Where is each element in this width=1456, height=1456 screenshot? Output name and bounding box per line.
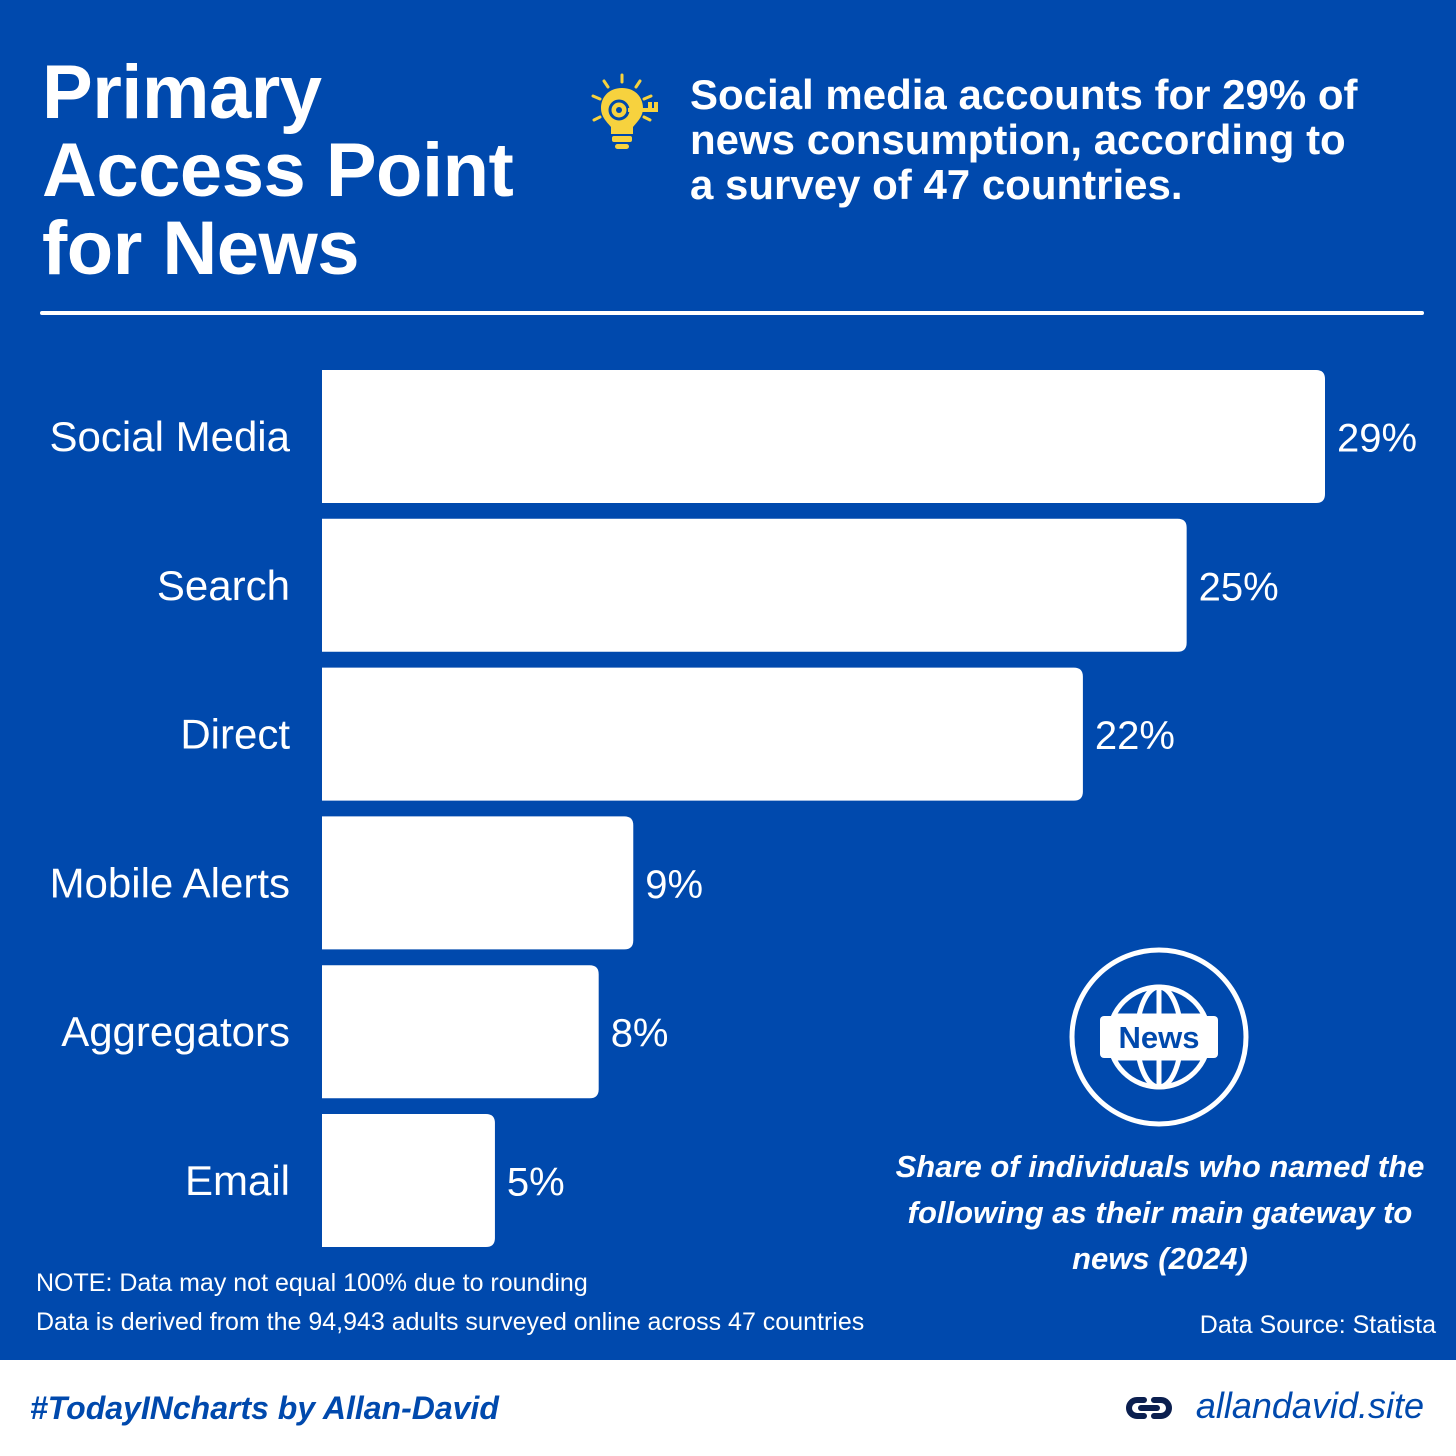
headline-line: news consumption, according to	[690, 116, 1346, 163]
value-label: 29%	[1337, 417, 1417, 461]
category-label: Search	[157, 562, 290, 609]
footer-hashtag: #TodayINcharts by Allan-David	[30, 1390, 499, 1426]
survey-note: Data is derived from the 94,943 adults s…	[36, 1308, 865, 1336]
title-line: for News	[42, 206, 359, 291]
bar	[322, 667, 1083, 801]
title-line: Primary	[42, 50, 322, 135]
headline: Social media accounts for 29% of news co…	[690, 72, 1430, 207]
bar	[322, 965, 599, 1099]
bar	[322, 518, 1187, 652]
value-label: 9%	[645, 863, 703, 907]
value-label: 8%	[611, 1012, 669, 1056]
headline-line: Social media accounts for 29% of	[690, 71, 1358, 118]
rounding-note: NOTE: Data may not equal 100% due to rou…	[36, 1269, 588, 1297]
category-label: Social Media	[50, 413, 291, 460]
value-label: 22%	[1095, 714, 1175, 758]
data-source: Data Source: Statista	[1199, 1311, 1436, 1339]
news-badge-text: News	[1119, 1020, 1200, 1055]
value-label: 25%	[1199, 565, 1279, 609]
bar	[322, 1114, 495, 1247]
category-label: Aggregators	[61, 1008, 290, 1055]
news-globe-icon: News	[1069, 947, 1249, 1127]
website-link[interactable]: allandavid.site	[1195, 1385, 1424, 1426]
title-line: Access Point	[42, 128, 514, 213]
footer: #TodayINcharts by Allan-David allandavid…	[0, 1360, 1456, 1456]
page-title: Primary Access Point for News	[42, 54, 602, 288]
category-label: Direct	[180, 711, 290, 758]
lightbulb-key-icon	[591, 73, 658, 149]
infographic: Primary Access Point for News Social med…	[0, 0, 1456, 1360]
category-label: Email	[185, 1157, 290, 1204]
bar	[322, 370, 1325, 503]
link-icon	[1126, 1397, 1172, 1419]
headline-line: a survey of 47 countries.	[690, 161, 1183, 208]
divider	[40, 311, 1424, 315]
category-label: Mobile Alerts	[50, 859, 290, 906]
bar	[322, 816, 634, 950]
value-label: 5%	[507, 1161, 565, 1205]
chart-subtitle: Share of individuals who named the follo…	[895, 1149, 1425, 1276]
bar-chart: Social Media 29% Search 25% Direct 22% Mobile …	[50, 370, 1417, 1247]
